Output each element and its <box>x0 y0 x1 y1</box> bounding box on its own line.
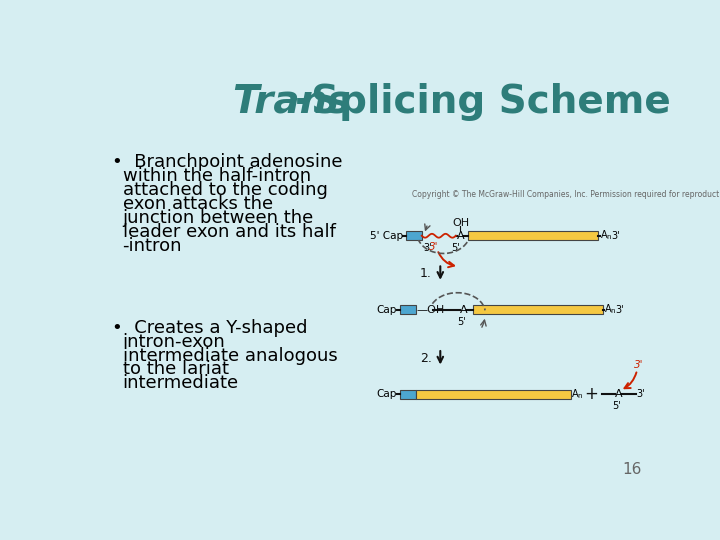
Text: Trans: Trans <box>232 83 350 121</box>
FancyBboxPatch shape <box>415 390 570 399</box>
Text: Cap: Cap <box>377 389 397 400</box>
FancyBboxPatch shape <box>400 305 415 314</box>
Text: Cap: Cap <box>377 305 397 315</box>
Text: A: A <box>605 304 611 314</box>
Text: —OH: —OH <box>416 305 444 315</box>
Text: A: A <box>615 389 622 400</box>
FancyBboxPatch shape <box>473 305 603 314</box>
Text: 5': 5' <box>451 242 460 253</box>
Text: 3': 3' <box>634 360 644 370</box>
Text: 5' Cap: 5' Cap <box>370 231 403 241</box>
Text: -Splicing Scheme: -Splicing Scheme <box>295 83 671 121</box>
Text: 3': 3' <box>636 389 645 400</box>
Text: A: A <box>460 305 467 315</box>
FancyBboxPatch shape <box>406 231 422 240</box>
Text: intron-exon: intron-exon <box>122 333 225 351</box>
Text: junction between the: junction between the <box>122 209 314 227</box>
Text: n: n <box>577 393 582 399</box>
Text: •  Branchpoint adenosine: • Branchpoint adenosine <box>112 153 342 171</box>
Text: 2.: 2. <box>420 352 432 365</box>
Text: OH: OH <box>453 218 469 228</box>
Text: to the lariat: to the lariat <box>122 361 228 379</box>
Text: 3': 3' <box>616 305 624 315</box>
Text: n: n <box>606 234 611 240</box>
FancyBboxPatch shape <box>400 390 415 399</box>
Text: n: n <box>610 308 615 314</box>
Text: -intron: -intron <box>122 237 182 254</box>
Text: 16: 16 <box>623 462 642 477</box>
Text: A: A <box>456 231 464 241</box>
Text: 1.: 1. <box>420 267 432 280</box>
Text: A: A <box>600 230 608 240</box>
Text: intermediate: intermediate <box>122 374 238 393</box>
Text: exon attacks the: exon attacks the <box>122 195 273 213</box>
Text: 5': 5' <box>457 318 466 327</box>
Text: within the half-intron: within the half-intron <box>122 167 310 185</box>
Text: leader exon and its half: leader exon and its half <box>122 222 336 241</box>
Text: attached to the coding: attached to the coding <box>122 181 328 199</box>
Text: 3': 3' <box>423 242 432 253</box>
Text: Copyright © The McGraw-Hill Companies, Inc. Permission required for reproduction: Copyright © The McGraw-Hill Companies, I… <box>412 190 720 199</box>
Text: 3': 3' <box>429 241 439 252</box>
Text: 5': 5' <box>612 401 621 411</box>
Text: •  Creates a Y-shaped: • Creates a Y-shaped <box>112 319 307 337</box>
Text: intermediate analogous: intermediate analogous <box>122 347 337 364</box>
FancyBboxPatch shape <box>468 231 598 240</box>
Text: 3': 3' <box>611 231 620 241</box>
Text: A: A <box>572 389 579 399</box>
Text: +: + <box>585 386 598 403</box>
